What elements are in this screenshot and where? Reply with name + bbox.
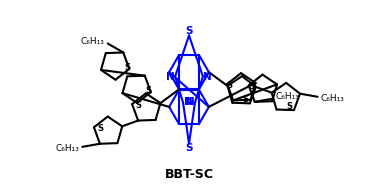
Text: N: N bbox=[186, 97, 194, 107]
Text: BBT-SC: BBT-SC bbox=[164, 168, 214, 181]
Text: S: S bbox=[97, 124, 103, 133]
Text: S: S bbox=[185, 26, 193, 36]
Text: S: S bbox=[248, 82, 254, 91]
Text: N: N bbox=[166, 72, 175, 82]
Text: S: S bbox=[185, 143, 193, 153]
Text: S: S bbox=[135, 101, 141, 110]
Text: S: S bbox=[242, 95, 248, 104]
Text: C₆H₁₃: C₆H₁₃ bbox=[275, 92, 299, 101]
Text: N: N bbox=[184, 97, 192, 107]
Text: C₆H₁₃: C₆H₁₃ bbox=[56, 144, 79, 153]
Text: S: S bbox=[146, 86, 152, 95]
Text: C₆H₁₃: C₆H₁₃ bbox=[81, 37, 105, 46]
Text: S: S bbox=[226, 81, 232, 90]
Text: S: S bbox=[287, 102, 293, 111]
Text: S: S bbox=[124, 63, 130, 72]
Text: N: N bbox=[203, 72, 212, 82]
Text: C₆H₁₃: C₆H₁₃ bbox=[321, 94, 344, 103]
